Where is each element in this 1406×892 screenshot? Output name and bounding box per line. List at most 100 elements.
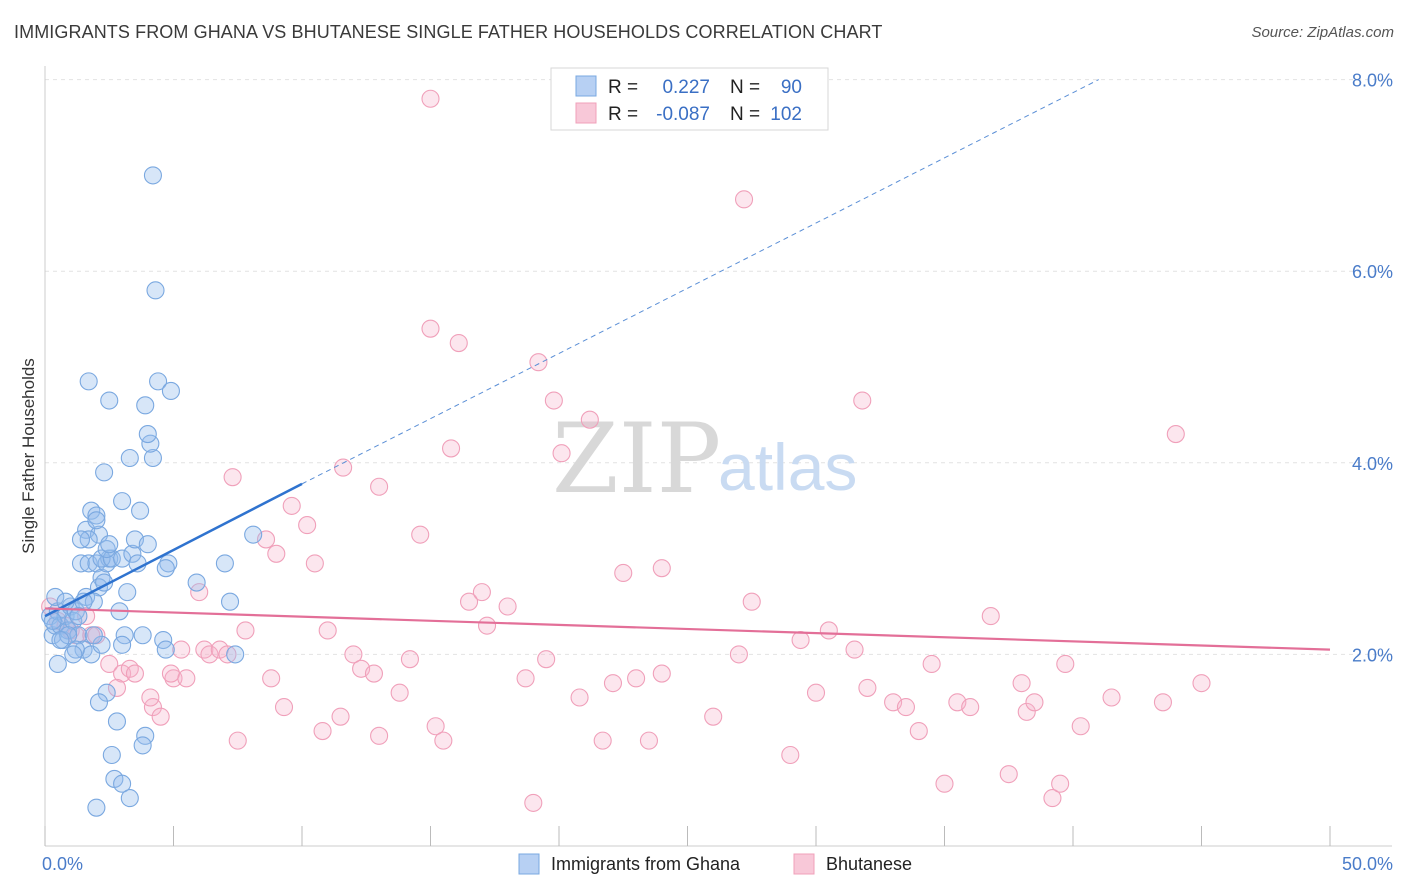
bhutanese-point-98 <box>1102 688 1121 707</box>
bottom-legend-label-bhutanese: Bhutanese <box>826 854 912 874</box>
bhutanese-point-60 <box>544 391 563 410</box>
bhutanese-point-56 <box>516 669 535 688</box>
ghana-point-69 <box>92 635 111 654</box>
bhutanese-point-64 <box>593 731 612 750</box>
bhutanese-point-78 <box>819 621 838 640</box>
bhutanese-point-77 <box>806 683 826 702</box>
bhutanese-point-32 <box>282 496 301 515</box>
bhutanese-point-102 <box>421 89 440 108</box>
bhutanese-point-54 <box>477 616 497 635</box>
bhutanese-point-81 <box>858 678 877 697</box>
bhutanese-point-18 <box>177 669 196 688</box>
bhutanese-point-38 <box>334 458 353 477</box>
trend-lines <box>44 79 1331 651</box>
y-axis-label: Single Father Households <box>19 358 38 554</box>
bhutanese-point-91 <box>1012 674 1031 693</box>
bhutanese-point-75 <box>781 745 800 765</box>
bhutanese-point-31 <box>274 698 294 717</box>
grid-lines <box>45 79 1392 655</box>
bhutanese-point-25 <box>236 621 255 640</box>
ghana-point-57 <box>138 535 157 554</box>
bhutanese-point-96 <box>1056 654 1075 674</box>
bhutanese-point-10 <box>120 659 139 678</box>
ghana-point-50 <box>136 396 155 415</box>
ghana-point-58 <box>159 554 178 573</box>
bhutanese-point-94 <box>1043 789 1062 808</box>
bhutanese-point-74 <box>742 592 761 611</box>
legend-r-label-bhutanese: R = <box>608 104 638 125</box>
bhutanese-point-80 <box>853 391 872 410</box>
bhutanese-point-57 <box>529 353 548 372</box>
ghana-point-43 <box>131 501 150 520</box>
ghana-point-78 <box>133 736 152 755</box>
bhutanese-point-73 <box>729 645 748 664</box>
ghana-point-53 <box>149 372 168 391</box>
ghana-point-51 <box>100 391 119 410</box>
bhutanese-point-46 <box>411 525 430 544</box>
bhutanese-point-62 <box>570 688 589 707</box>
legend-swatch-bhutanese <box>575 102 597 124</box>
ghana-point-12 <box>48 654 67 674</box>
y-tick-label-0: 2.0% <box>1352 645 1393 665</box>
bhutanese-point-44 <box>390 683 409 702</box>
ghana-point-16 <box>71 554 91 573</box>
bhutanese-point-35 <box>313 721 332 741</box>
watermark-atlas: atlas <box>718 430 857 504</box>
bhutanese-point-23 <box>218 645 237 664</box>
bhutanese-point-100 <box>1166 425 1185 444</box>
x-tick-label-0: 0.0% <box>42 854 83 874</box>
bhutanese-point-48 <box>426 717 445 736</box>
bhutanese-point-20 <box>195 640 214 659</box>
ghana-point-32 <box>71 530 91 549</box>
bhutanese-point-58 <box>524 793 543 812</box>
bhutanese-point-86 <box>935 774 954 793</box>
ghana-point-76 <box>107 712 127 731</box>
bhutanese-point-51 <box>449 333 468 353</box>
ghana-point-40 <box>123 544 142 563</box>
bhutanese-point-63 <box>580 410 599 429</box>
ghana-point-63 <box>244 525 263 544</box>
ghana-point-31 <box>79 530 98 549</box>
bhutanese-point-97 <box>1071 717 1090 736</box>
ghana-point-39 <box>118 583 137 602</box>
bhutanese-point-29 <box>262 669 281 688</box>
bhutanese-point-61 <box>552 444 571 463</box>
bhutanese-point-79 <box>845 640 864 659</box>
ghana-point-66 <box>133 626 152 645</box>
ghana-point-27 <box>82 501 101 520</box>
stats-legend: R = 0.227 N = 90 R = -0.087 N = 102 <box>550 67 829 131</box>
bhutanese-point-36 <box>318 621 337 640</box>
ghana-point-84 <box>46 587 65 606</box>
ghana-point-88 <box>69 607 88 626</box>
ghana-point-30 <box>87 511 106 530</box>
bhutanese-point-50 <box>442 439 461 458</box>
bhutanese-point-90 <box>999 765 1018 784</box>
bhutanese-point-39 <box>344 645 363 664</box>
ghana-point-70 <box>84 626 103 645</box>
ghana-trend-line <box>44 482 303 618</box>
bhutanese-point-41 <box>364 664 384 683</box>
bhutanese-point-68 <box>639 731 659 750</box>
legend-n-label-bhutanese: N = <box>730 104 760 125</box>
ghana-point-22 <box>92 549 111 568</box>
bhutanese-point-85 <box>922 654 941 674</box>
legend-r-label-ghana: R = <box>608 77 638 98</box>
ghana-point-35 <box>97 539 116 559</box>
bhutanese-point-55 <box>498 597 517 616</box>
bhutanese-point-93 <box>1025 693 1044 712</box>
ghana-point-87 <box>51 630 70 650</box>
bhutanese-point-72 <box>734 190 754 209</box>
series-bhutanese-points <box>41 89 1211 812</box>
watermark-zip: ZIP <box>552 403 721 515</box>
ghana-point-59 <box>156 559 175 578</box>
bhutanese-point-37 <box>331 707 350 726</box>
ghana-point-81 <box>113 774 132 793</box>
bhutanese-point-67 <box>627 669 646 688</box>
bhutanese-point-27 <box>223 468 242 487</box>
y-tick-label-2: 6.0% <box>1352 262 1393 282</box>
bhutanese-trend-line <box>44 607 1331 651</box>
bhutanese-point-49 <box>434 731 453 750</box>
ghana-point-11 <box>69 626 88 645</box>
source-credit: Source: ZipAtlas.com <box>1251 24 1394 41</box>
bhutanese-point-47 <box>421 319 440 338</box>
